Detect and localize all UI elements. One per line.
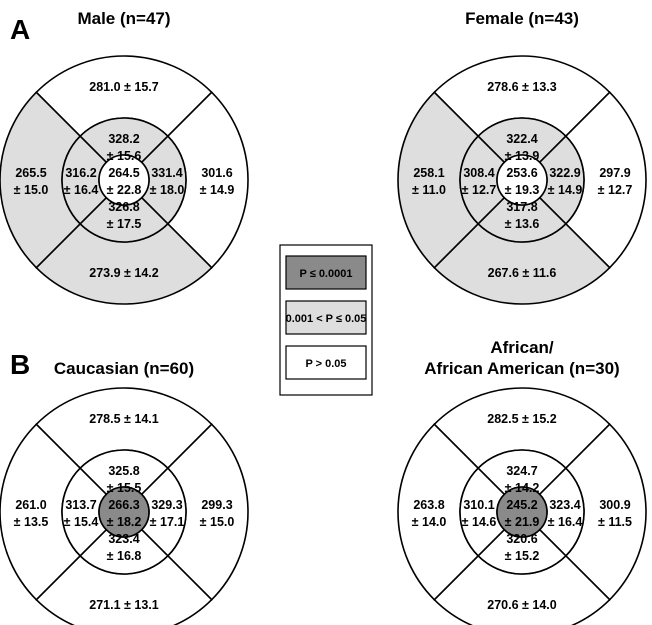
inner-top-value: 324.7: [506, 464, 537, 478]
legend-label: P > 0.05: [305, 358, 346, 370]
legend-swatch: [285, 300, 367, 335]
chart-title: African American (n=30): [424, 359, 619, 378]
legend-swatch: [285, 255, 367, 290]
outer-right-sd: ± 11.5: [598, 515, 632, 529]
outer-right-value: 297.9: [599, 166, 630, 180]
inner-top-sd: ± 15.6: [107, 149, 142, 163]
inner-right-value: 331.4: [151, 166, 182, 180]
inner-right-value: 329.3: [151, 498, 182, 512]
outer-top-value: 278.6 ± 13.3: [487, 80, 556, 94]
retinal-map: African/African American (n=30) 245.2 ± 21…: [397, 338, 647, 625]
inner-left-sd: ± 16.4: [64, 183, 99, 197]
inner-top-sd: ± 13.9: [505, 149, 540, 163]
center-value: 264.5: [108, 166, 139, 180]
inner-right-value: 322.9: [549, 166, 580, 180]
center-sector: [496, 154, 548, 206]
p-value-legend: P ≤ 0.0001 0.001 < P ≤ 0.05 P > 0.05: [279, 244, 373, 396]
center-sd: ± 22.8: [107, 183, 142, 197]
inner-bottom-value: 317.8: [506, 200, 537, 214]
retinal-map: Male (n=47) 264.5 ± 22.8 328.2 ± 15.6 331.4 ± …: [0, 9, 249, 305]
chart-title: Female (n=43): [465, 9, 579, 28]
legend-swatch: [285, 345, 367, 380]
legend-label: 0.001 < P ≤ 0.05: [286, 313, 367, 325]
inner-left-sd: ± 12.7: [462, 183, 497, 197]
outer-left-value: 265.5: [15, 166, 46, 180]
outer-left-sd: ± 13.5: [14, 515, 49, 529]
retinal-map: Female (n=43) 253.6 ± 19.3 322.4 ± 13.9 322.9…: [397, 9, 647, 305]
outer-top-value: 281.0 ± 15.7: [89, 80, 158, 94]
outer-right-value: 301.6: [201, 166, 232, 180]
inner-right-sd: ± 18.0: [150, 183, 185, 197]
outer-top-value: 278.5 ± 14.1: [89, 412, 158, 426]
chart-title: Male (n=47): [77, 9, 170, 28]
outer-right-sd: ± 15.0: [200, 515, 235, 529]
outer-bottom-value: 271.1 ± 13.1: [89, 598, 158, 612]
inner-bottom-sd: ± 17.5: [107, 217, 142, 231]
outer-left-value: 263.8: [413, 498, 444, 512]
outer-bottom-value: 273.9 ± 14.2: [89, 266, 158, 280]
center-sector: [98, 486, 150, 538]
legend-label: P ≤ 0.0001: [300, 268, 353, 280]
outer-left-sd: ± 14.0: [412, 515, 447, 529]
center-value: 253.6: [506, 166, 537, 180]
outer-left-sd: ± 15.0: [14, 183, 49, 197]
inner-left-value: 308.4: [463, 166, 494, 180]
outer-right-sd: ± 14.9: [200, 183, 235, 197]
center-sector: [496, 486, 548, 538]
outer-left-sd: ± 11.0: [412, 183, 446, 197]
inner-left-value: 310.1: [463, 498, 494, 512]
inner-bottom-sd: ± 15.2: [505, 549, 540, 563]
outer-right-value: 299.3: [201, 498, 232, 512]
inner-bottom-sd: ± 13.6: [505, 217, 540, 231]
inner-bottom-value: 320.6: [506, 532, 537, 546]
inner-left-sd: ± 15.4: [64, 515, 99, 529]
outer-right-sd: ± 12.7: [598, 183, 633, 197]
inner-bottom-sd: ± 16.8: [107, 549, 142, 563]
panel-label-a: A: [10, 14, 30, 45]
retinal-map: Caucasian (n=60) 266.3 ± 18.2 325.8 ± 15.5 32…: [0, 359, 249, 625]
inner-right-sd: ± 16.4: [548, 515, 583, 529]
center-value: 266.3: [108, 498, 139, 512]
inner-bottom-value: 323.4: [108, 532, 139, 546]
center-sd: ± 19.3: [505, 183, 540, 197]
inner-right-sd: ± 14.9: [548, 183, 583, 197]
inner-top-value: 322.4: [506, 132, 537, 146]
inner-right-value: 323.4: [549, 498, 580, 512]
panel-label-b: B: [10, 349, 30, 380]
chart-title: African/: [490, 338, 554, 357]
center-value: 245.2: [506, 498, 537, 512]
outer-left-value: 261.0: [15, 498, 46, 512]
center-sd: ± 21.9: [505, 515, 540, 529]
inner-left-sd: ± 14.6: [462, 515, 497, 529]
inner-right-sd: ± 17.1: [150, 515, 185, 529]
outer-bottom-value: 270.6 ± 14.0: [487, 598, 556, 612]
outer-top-value: 282.5 ± 15.2: [487, 412, 556, 426]
outer-left-value: 258.1: [413, 166, 444, 180]
retinal-maps: Male (n=47) 264.5 ± 22.8 328.2 ± 15.6 331.4 ± …: [0, 9, 647, 625]
chart-title: Caucasian (n=60): [54, 359, 194, 378]
outer-right-value: 300.9: [599, 498, 630, 512]
inner-top-value: 325.8: [108, 464, 139, 478]
outer-bottom-value: 267.6 ± 11.6: [488, 266, 557, 280]
inner-top-sd: ± 14.2: [505, 481, 540, 495]
inner-top-value: 328.2: [108, 132, 139, 146]
inner-top-sd: ± 15.5: [107, 481, 142, 495]
inner-left-value: 313.7: [65, 498, 96, 512]
center-sector: [98, 154, 150, 206]
center-sd: ± 18.2: [107, 515, 142, 529]
inner-bottom-value: 326.8: [108, 200, 139, 214]
inner-left-value: 316.2: [65, 166, 96, 180]
